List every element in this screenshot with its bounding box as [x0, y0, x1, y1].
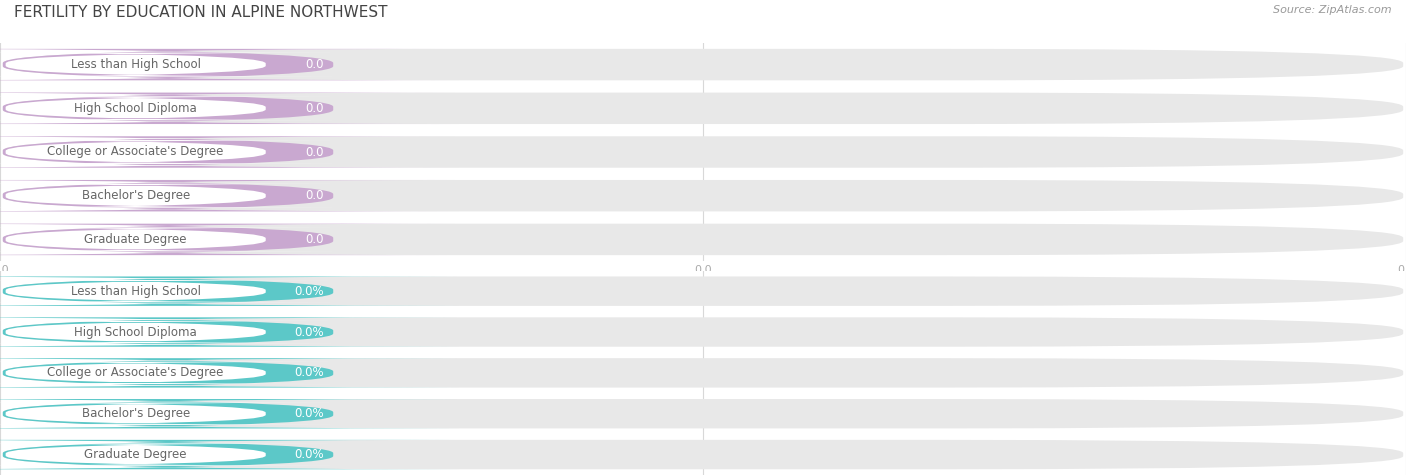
FancyBboxPatch shape: [0, 402, 352, 425]
FancyBboxPatch shape: [0, 228, 352, 251]
Text: Graduate Degree: Graduate Degree: [84, 448, 187, 461]
Text: College or Associate's Degree: College or Associate's Degree: [48, 145, 224, 159]
Text: 0.0%: 0.0%: [294, 325, 323, 339]
FancyBboxPatch shape: [0, 399, 458, 428]
Text: FERTILITY BY EDUCATION IN ALPINE NORTHWEST: FERTILITY BY EDUCATION IN ALPINE NORTHWE…: [14, 5, 388, 20]
Text: High School Diploma: High School Diploma: [75, 102, 197, 115]
Text: High School Diploma: High School Diploma: [75, 325, 197, 339]
FancyBboxPatch shape: [0, 358, 458, 388]
Text: Bachelor's Degree: Bachelor's Degree: [82, 189, 190, 202]
FancyBboxPatch shape: [0, 361, 352, 384]
FancyBboxPatch shape: [3, 440, 1403, 469]
FancyBboxPatch shape: [3, 276, 1403, 306]
Text: 0.0%: 0.0%: [294, 448, 323, 461]
FancyBboxPatch shape: [0, 440, 458, 469]
FancyBboxPatch shape: [0, 53, 352, 76]
Text: Less than High School: Less than High School: [70, 58, 201, 71]
Text: Less than High School: Less than High School: [70, 285, 201, 298]
FancyBboxPatch shape: [0, 140, 352, 164]
FancyBboxPatch shape: [0, 96, 352, 120]
Text: 0.0: 0.0: [305, 102, 323, 115]
FancyBboxPatch shape: [3, 399, 1403, 428]
FancyBboxPatch shape: [0, 280, 352, 303]
FancyBboxPatch shape: [3, 180, 1403, 211]
FancyBboxPatch shape: [0, 224, 458, 255]
FancyBboxPatch shape: [0, 321, 352, 343]
FancyBboxPatch shape: [0, 317, 458, 347]
FancyBboxPatch shape: [3, 93, 1403, 124]
Text: Source: ZipAtlas.com: Source: ZipAtlas.com: [1274, 5, 1392, 15]
FancyBboxPatch shape: [0, 276, 458, 306]
Text: 0.0%: 0.0%: [294, 366, 323, 380]
FancyBboxPatch shape: [3, 358, 1403, 388]
FancyBboxPatch shape: [0, 49, 458, 80]
FancyBboxPatch shape: [0, 180, 458, 211]
FancyBboxPatch shape: [0, 93, 458, 124]
Text: 0.0%: 0.0%: [294, 285, 323, 298]
Text: 0.0: 0.0: [305, 189, 323, 202]
Text: 0.0%: 0.0%: [294, 407, 323, 420]
Text: Graduate Degree: Graduate Degree: [84, 233, 187, 246]
Text: Bachelor's Degree: Bachelor's Degree: [82, 407, 190, 420]
FancyBboxPatch shape: [3, 317, 1403, 347]
FancyBboxPatch shape: [3, 49, 1403, 80]
FancyBboxPatch shape: [0, 136, 458, 168]
Text: College or Associate's Degree: College or Associate's Degree: [48, 366, 224, 380]
Text: 0.0: 0.0: [305, 233, 323, 246]
FancyBboxPatch shape: [3, 136, 1403, 168]
Text: 0.0: 0.0: [305, 58, 323, 71]
FancyBboxPatch shape: [0, 184, 352, 208]
FancyBboxPatch shape: [3, 224, 1403, 255]
Text: 0.0: 0.0: [305, 145, 323, 159]
FancyBboxPatch shape: [0, 443, 352, 466]
